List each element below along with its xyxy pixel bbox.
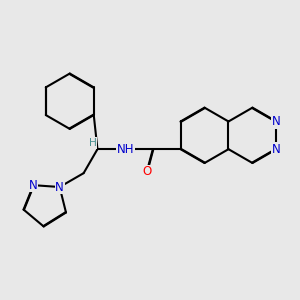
Text: N: N [55, 181, 64, 194]
Text: N: N [272, 115, 281, 128]
Text: N: N [272, 143, 281, 156]
Text: H: H [88, 138, 96, 148]
Text: NH: NH [116, 143, 134, 156]
Text: N: N [29, 179, 38, 192]
Text: O: O [142, 165, 152, 178]
